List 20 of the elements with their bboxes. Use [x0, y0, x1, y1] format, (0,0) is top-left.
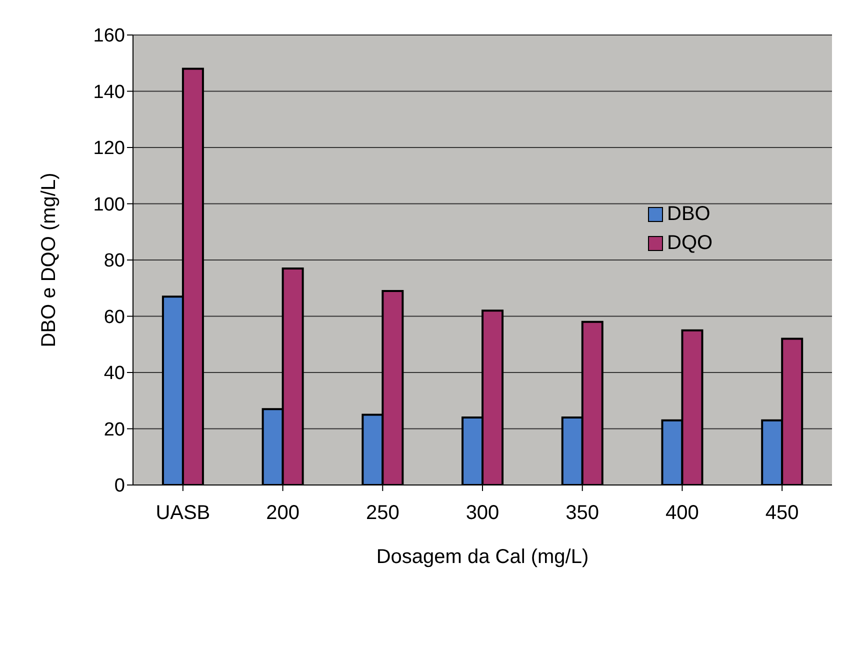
x-tick-label: 200	[266, 502, 300, 524]
legend-label: DBO	[667, 203, 710, 226]
y-tick-label: 60	[104, 306, 125, 328]
x-tick-label: UASB	[156, 502, 210, 524]
y-axis-title: DBO e DQO (mg/L)	[38, 172, 60, 348]
x-tick-label: 300	[466, 502, 500, 524]
y-tick-label: 40	[104, 363, 125, 384]
y-tick-label: 100	[93, 194, 125, 216]
y-tick-label: 120	[93, 138, 125, 160]
y-tick-label: 20	[104, 419, 125, 440]
x-axis-title: Dosagem da Cal (mg/L)	[376, 546, 589, 568]
y-tick-label: 140	[93, 82, 125, 103]
x-tick-label: 400	[666, 502, 699, 524]
x-tick-label: 250	[366, 502, 400, 524]
x-tick-label: 450	[765, 502, 799, 524]
y-tick-label: 80	[104, 250, 125, 272]
y-tick-label: 0	[114, 476, 125, 497]
legend-label: DQO	[667, 232, 713, 255]
y-tick-label: 160	[93, 26, 125, 47]
x-tick-label: 350	[566, 502, 600, 524]
